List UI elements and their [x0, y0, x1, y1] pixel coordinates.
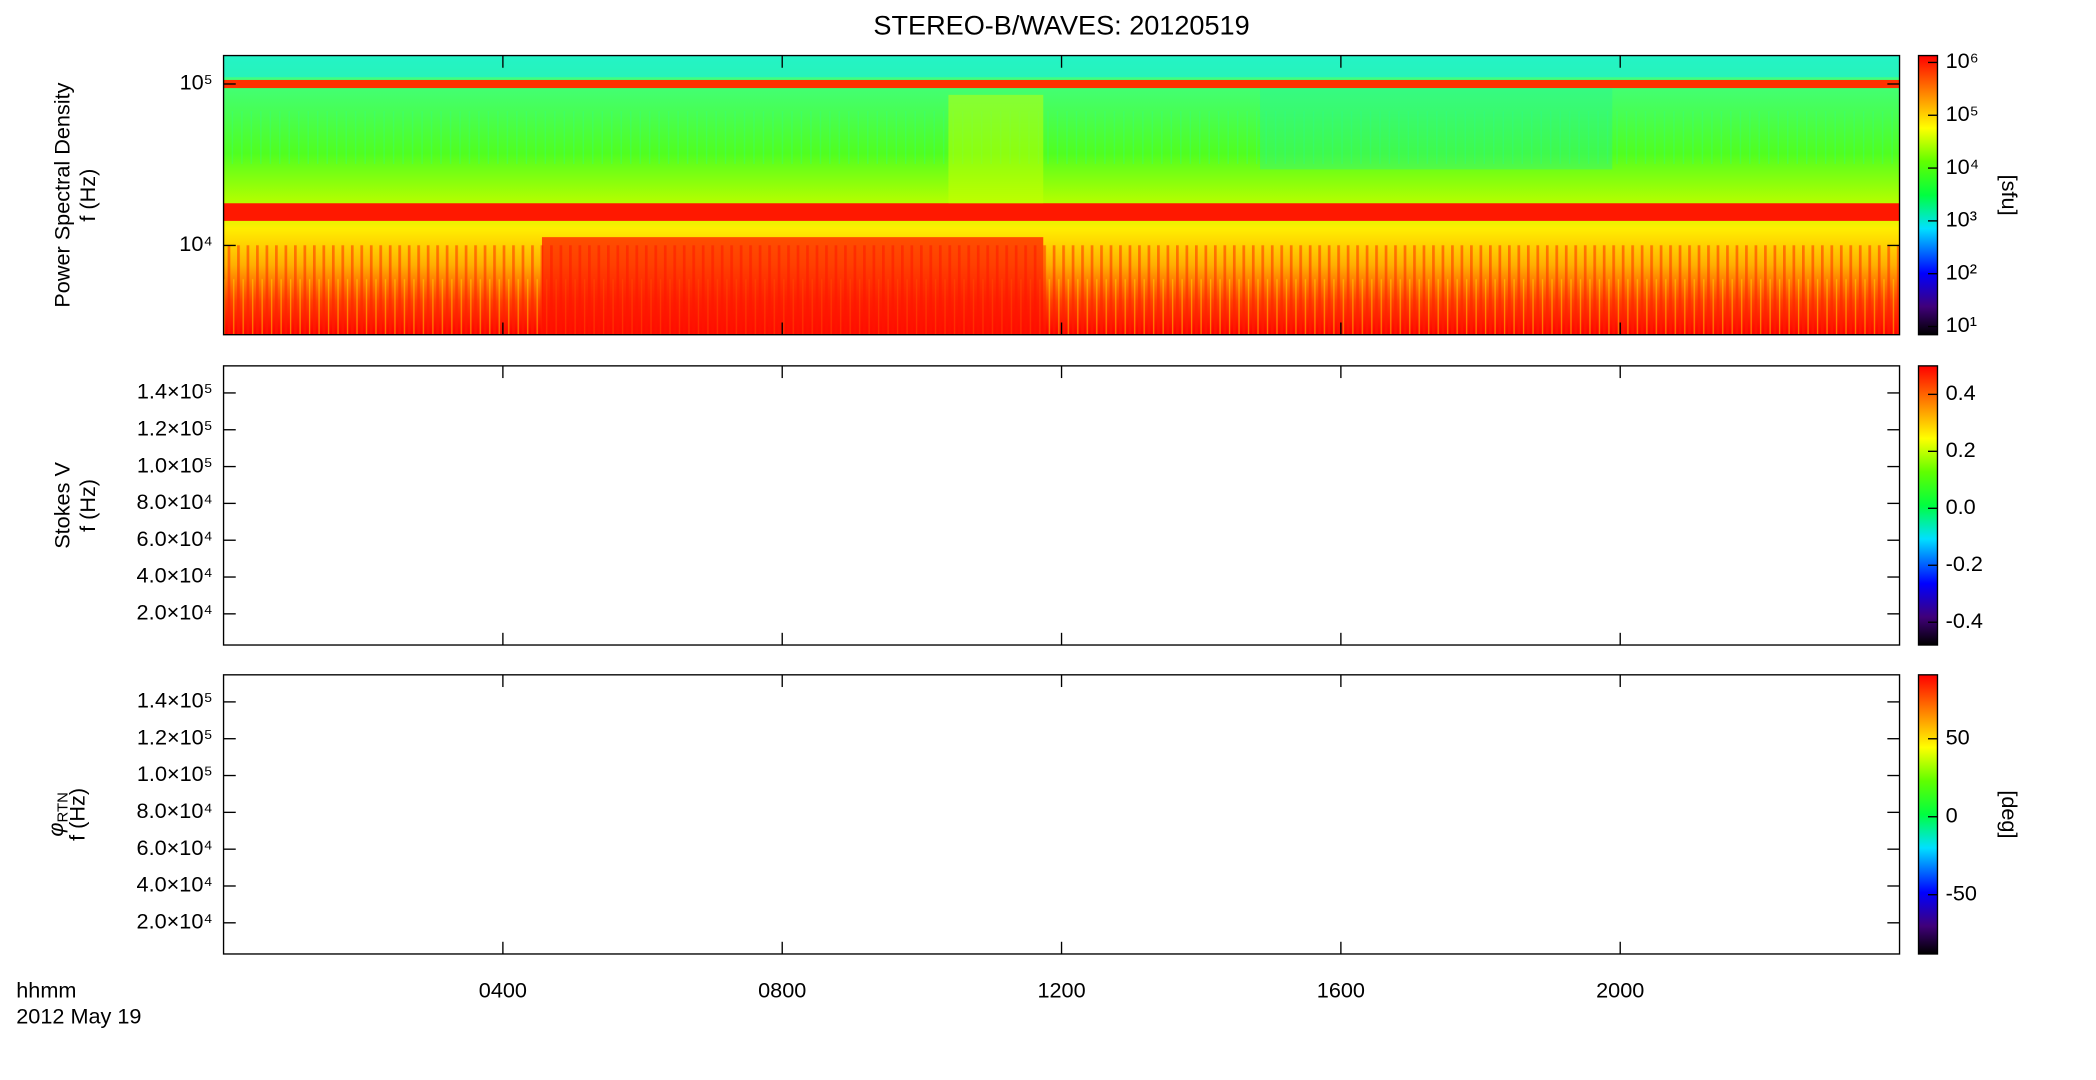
- colorbar-tick-label: 0.2: [1946, 437, 1976, 462]
- colorbar-frame: [1917, 365, 1939, 646]
- y-axis-label: f (Hz): [64, 788, 89, 841]
- colorbar-tick-label: 50: [1946, 724, 1970, 749]
- colorbar: [1918, 674, 1938, 954]
- y-tick-label: 1.2×10⁵: [137, 724, 213, 749]
- y-axis-label: f (Hz): [75, 479, 100, 532]
- y-tick-label: 4.0×10⁴: [137, 872, 213, 897]
- y-tick-label: 1.2×10⁵: [137, 415, 213, 440]
- colorbar-tick-label: -0.4: [1946, 608, 1983, 633]
- colorbar-tick-label: 0.4: [1946, 380, 1976, 405]
- y-tick-label: 4.0×10⁴: [137, 563, 213, 588]
- colorbar-tick-label: -50: [1946, 880, 1977, 905]
- date-label: 2012 May 19: [16, 1003, 141, 1028]
- colorbar-tick-label: -0.2: [1946, 551, 1983, 576]
- plot-frame: [222, 674, 1901, 955]
- x-axis-label: hhmm: [16, 978, 76, 1003]
- y-tick-label: 10⁵: [180, 70, 213, 95]
- x-tick-label: 1200: [1037, 978, 1085, 1003]
- y-axis-symbol: φ: [43, 823, 68, 837]
- x-tick-label: 0800: [758, 978, 806, 1003]
- y-tick-label: 8.0×10⁴: [137, 798, 213, 823]
- colorbar-label: [deg]: [1997, 790, 2022, 838]
- colorbar-tick-label: 10⁴: [1946, 154, 1979, 179]
- colorbar-tick-label: 0.0: [1946, 494, 1976, 519]
- y-tick-label: 6.0×10⁴: [137, 526, 213, 551]
- chart-title: STEREO-B/WAVES: 20120519: [873, 9, 1249, 40]
- y-tick-label: 1.0×10⁵: [137, 761, 213, 786]
- x-tick-label: 0400: [479, 978, 527, 1003]
- y-axis-label: Stokes V: [49, 462, 74, 549]
- y-tick-label: 6.0×10⁴: [137, 835, 213, 860]
- x-tick-label: 2000: [1596, 978, 1644, 1003]
- plot-frame: [222, 365, 1901, 646]
- colorbar-tick-label: 0: [1946, 802, 1958, 827]
- colorbar: [1918, 55, 1938, 335]
- x-tick-label: 1600: [1317, 978, 1365, 1003]
- y-tick-label: 8.0×10⁴: [137, 489, 213, 514]
- y-tick-label: 10⁴: [179, 231, 212, 256]
- colorbar-label: [sfu]: [1997, 175, 2022, 216]
- colorbar-tick-label: 10⁵: [1946, 101, 1979, 126]
- y-tick-label: 1.4×10⁵: [137, 379, 213, 404]
- colorbar-tick-label: 10²: [1946, 259, 1977, 284]
- y-tick-label: 1.0×10⁵: [137, 452, 213, 477]
- y-tick-label: 2.0×10⁴: [137, 600, 213, 625]
- y-axis-label: φRTN: [43, 792, 72, 836]
- y-axis-label: Power Spectral Density: [49, 82, 74, 307]
- colorbar-frame: [1917, 54, 1939, 336]
- y-axis-label: f (Hz): [75, 169, 100, 222]
- colorbar-tick-label: 10³: [1946, 207, 1977, 232]
- y-tick-label: 2.0×10⁴: [137, 909, 213, 934]
- colorbar-frame: [1917, 674, 1939, 955]
- spectrogram: [223, 55, 1900, 335]
- colorbar-tick-label: 10¹: [1946, 312, 1977, 337]
- y-axis-subscript: RTN: [56, 792, 72, 822]
- y-tick-label: 1.4×10⁵: [137, 688, 213, 713]
- colorbar-tick-label: 10⁶: [1946, 48, 1979, 73]
- colorbar: [1918, 365, 1938, 646]
